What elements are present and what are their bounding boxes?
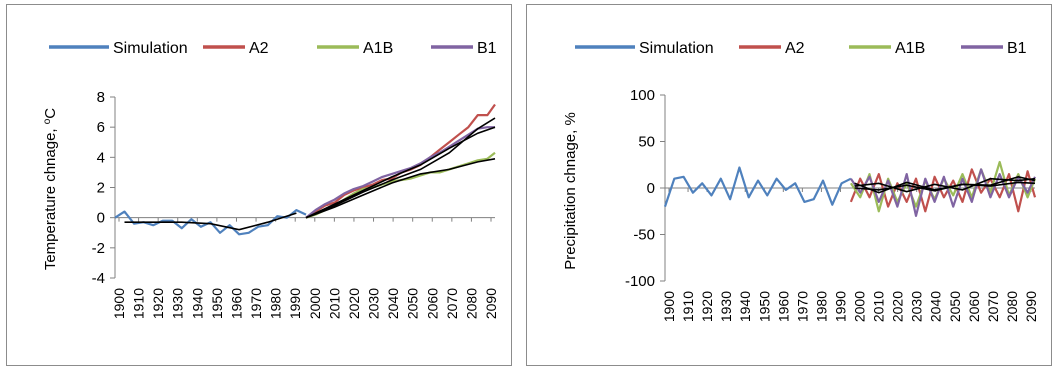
x-tick-label: 1930 — [170, 288, 186, 319]
x-tick-label: 1900 — [111, 288, 127, 319]
x-tick-label: 2090 — [483, 288, 499, 319]
y-tick-label: 6 — [97, 119, 105, 136]
x-tick-label: 2090 — [1023, 291, 1039, 322]
legend: Simulation A2 A1B B1 — [575, 40, 1027, 57]
x-tick-label: 1980 — [268, 288, 284, 319]
x-tick-label: 1990 — [832, 291, 848, 322]
legend-label: A1B — [363, 40, 393, 57]
legend-label: A1B — [895, 40, 925, 57]
x-tick-label: 1990 — [287, 288, 303, 319]
legend-label: A2 — [785, 40, 805, 57]
y-axis-title-text: Precipitation chnage, % — [562, 112, 579, 270]
legend-label: A2 — [249, 40, 269, 57]
x-tick-label: 1940 — [189, 288, 205, 319]
x-tick-label: 1960 — [228, 288, 244, 319]
x-tick-label: 2010 — [871, 291, 887, 322]
y-tick-label: 4 — [97, 149, 105, 166]
y-axis-title: Precipitation chnage, % — [562, 112, 579, 270]
y-tick-label: 8 — [97, 89, 105, 106]
temperature-chart-panel: Simulation A2 A1B B1 -4 -2 0 2 4 6 8 1900 1910 1920 19… — [6, 4, 512, 366]
series-line-simulation — [663, 166, 852, 207]
series-line-b1 — [305, 126, 495, 219]
y-axis-title-sup: o — [42, 118, 53, 124]
trend-line — [305, 117, 496, 219]
x-tick-label: 2070 — [444, 288, 460, 319]
x-tick-label: 2020 — [890, 291, 906, 322]
x-tick-label: 1950 — [209, 288, 225, 319]
x-tick-label: 2000 — [307, 288, 323, 319]
x-tick-label: 1910 — [680, 291, 696, 322]
trend-line — [124, 212, 297, 231]
y-tick-label: 2 — [97, 180, 105, 197]
y-tick-label: 50 — [638, 134, 655, 151]
x-tick-label: 2010 — [326, 288, 342, 319]
y-axis-title: Temperature chnage, oC — [42, 108, 60, 270]
series-line-b1 — [849, 168, 1036, 217]
trend-line — [305, 126, 496, 219]
x-tick-label: 1940 — [737, 291, 753, 322]
x-tick-label: 1980 — [813, 291, 829, 322]
x-tick-label: 2080 — [1004, 291, 1020, 322]
y-tick-label: -4 — [92, 270, 105, 287]
legend-label: Simulation — [113, 40, 188, 57]
x-tick-label: 2040 — [928, 291, 944, 322]
y-axis-title-unit: C — [42, 108, 59, 119]
legend-label: B1 — [477, 40, 497, 57]
x-tick-label: 2040 — [385, 288, 401, 319]
precipitation-chart-panel: Simulation A2 A1B B1 -100 -50 0 50 100 1900 1910 19… — [526, 4, 1052, 366]
trend-line — [854, 175, 1036, 194]
x-tick-label: 2030 — [366, 288, 382, 319]
x-tick-label: 2080 — [463, 288, 479, 319]
x-tick-label: 1970 — [794, 291, 810, 322]
legend: Simulation A2 A1B B1 — [49, 40, 497, 57]
x-tick-label: 2060 — [966, 291, 982, 322]
x-tick-label: 2020 — [346, 288, 362, 319]
x-tick-label: 1930 — [718, 291, 734, 322]
y-axis-title-text: Temperature chnage, — [42, 124, 59, 270]
legend-label: B1 — [1007, 40, 1027, 57]
y-tick-label: 0 — [97, 210, 105, 227]
x-tick-label: 1960 — [775, 291, 791, 322]
x-tick-label: 2060 — [424, 288, 440, 319]
y-tick-label: -50 — [633, 227, 655, 244]
x-tick-label: 2070 — [985, 291, 1001, 322]
y-tick-label: 0 — [647, 180, 655, 197]
legend-label: Simulation — [639, 40, 714, 57]
x-tick-label: 2030 — [909, 291, 925, 322]
x-tick-label: 1950 — [756, 291, 772, 322]
y-tick-label: 100 — [630, 87, 655, 104]
series-line-simulation — [114, 209, 307, 236]
x-tick-label: 1970 — [248, 288, 264, 319]
x-tick-label: 1920 — [699, 291, 715, 322]
x-tick-label: 2050 — [405, 288, 421, 319]
x-tick-label: 2050 — [947, 291, 963, 322]
x-tick-label: 1900 — [661, 291, 677, 322]
y-tick-label: -2 — [92, 240, 105, 257]
x-tick-label: 2000 — [852, 291, 868, 322]
x-tick-label: 1920 — [150, 288, 166, 319]
trend-line — [305, 158, 496, 219]
x-tick-label: 1910 — [131, 288, 147, 319]
y-tick-label: -100 — [625, 273, 655, 290]
